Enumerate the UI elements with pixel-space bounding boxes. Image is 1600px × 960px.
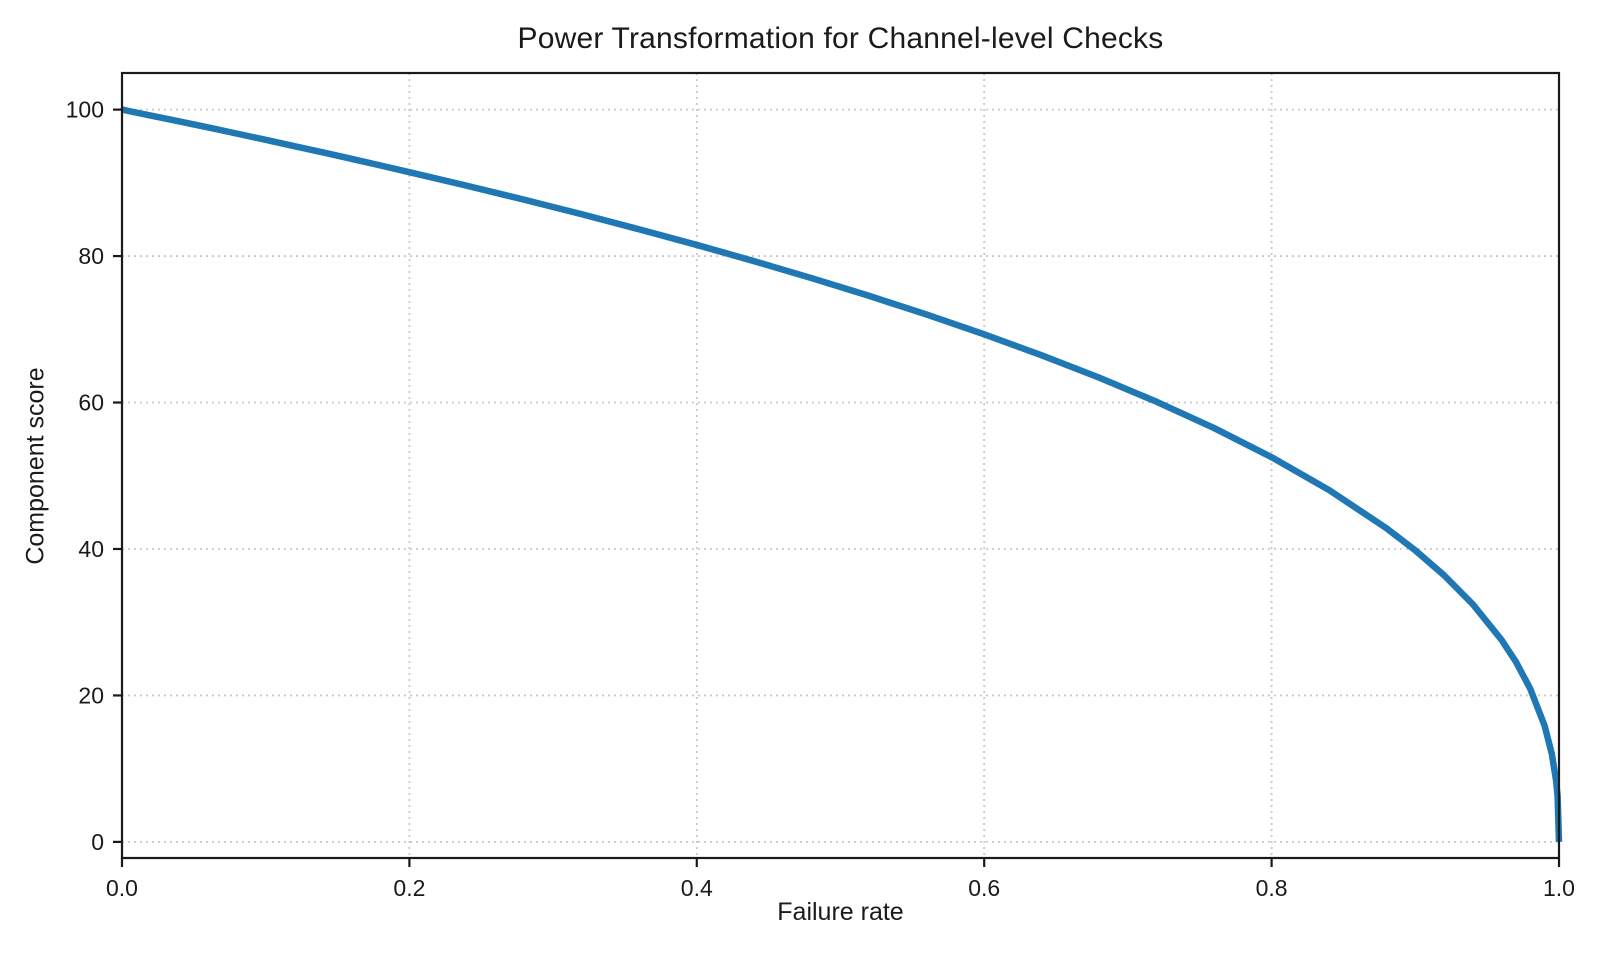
chart-title: Power Transformation for Channel-level C… (517, 22, 1164, 55)
y-tick-label: 0 (91, 829, 104, 855)
y-tick-label: 40 (78, 536, 104, 562)
x-tick-label: 0.6 (968, 875, 1000, 901)
data-line-component-score (121, 106, 1563, 842)
x-axis-label: Failure rate (777, 898, 904, 926)
x-tick-label: 1.0 (1543, 875, 1575, 901)
x-tick-label: 0.8 (1256, 875, 1288, 901)
y-tick-label: 60 (78, 390, 104, 416)
x-tick-label: 0.0 (106, 875, 138, 901)
axes-spines (120, 71, 1561, 860)
y-tick-label: 20 (78, 682, 104, 708)
y-tick-label: 100 (66, 97, 104, 123)
x-tick-label: 0.2 (393, 875, 425, 901)
x-tick-label: 0.4 (681, 875, 713, 901)
y-tick-label: 80 (78, 243, 104, 269)
